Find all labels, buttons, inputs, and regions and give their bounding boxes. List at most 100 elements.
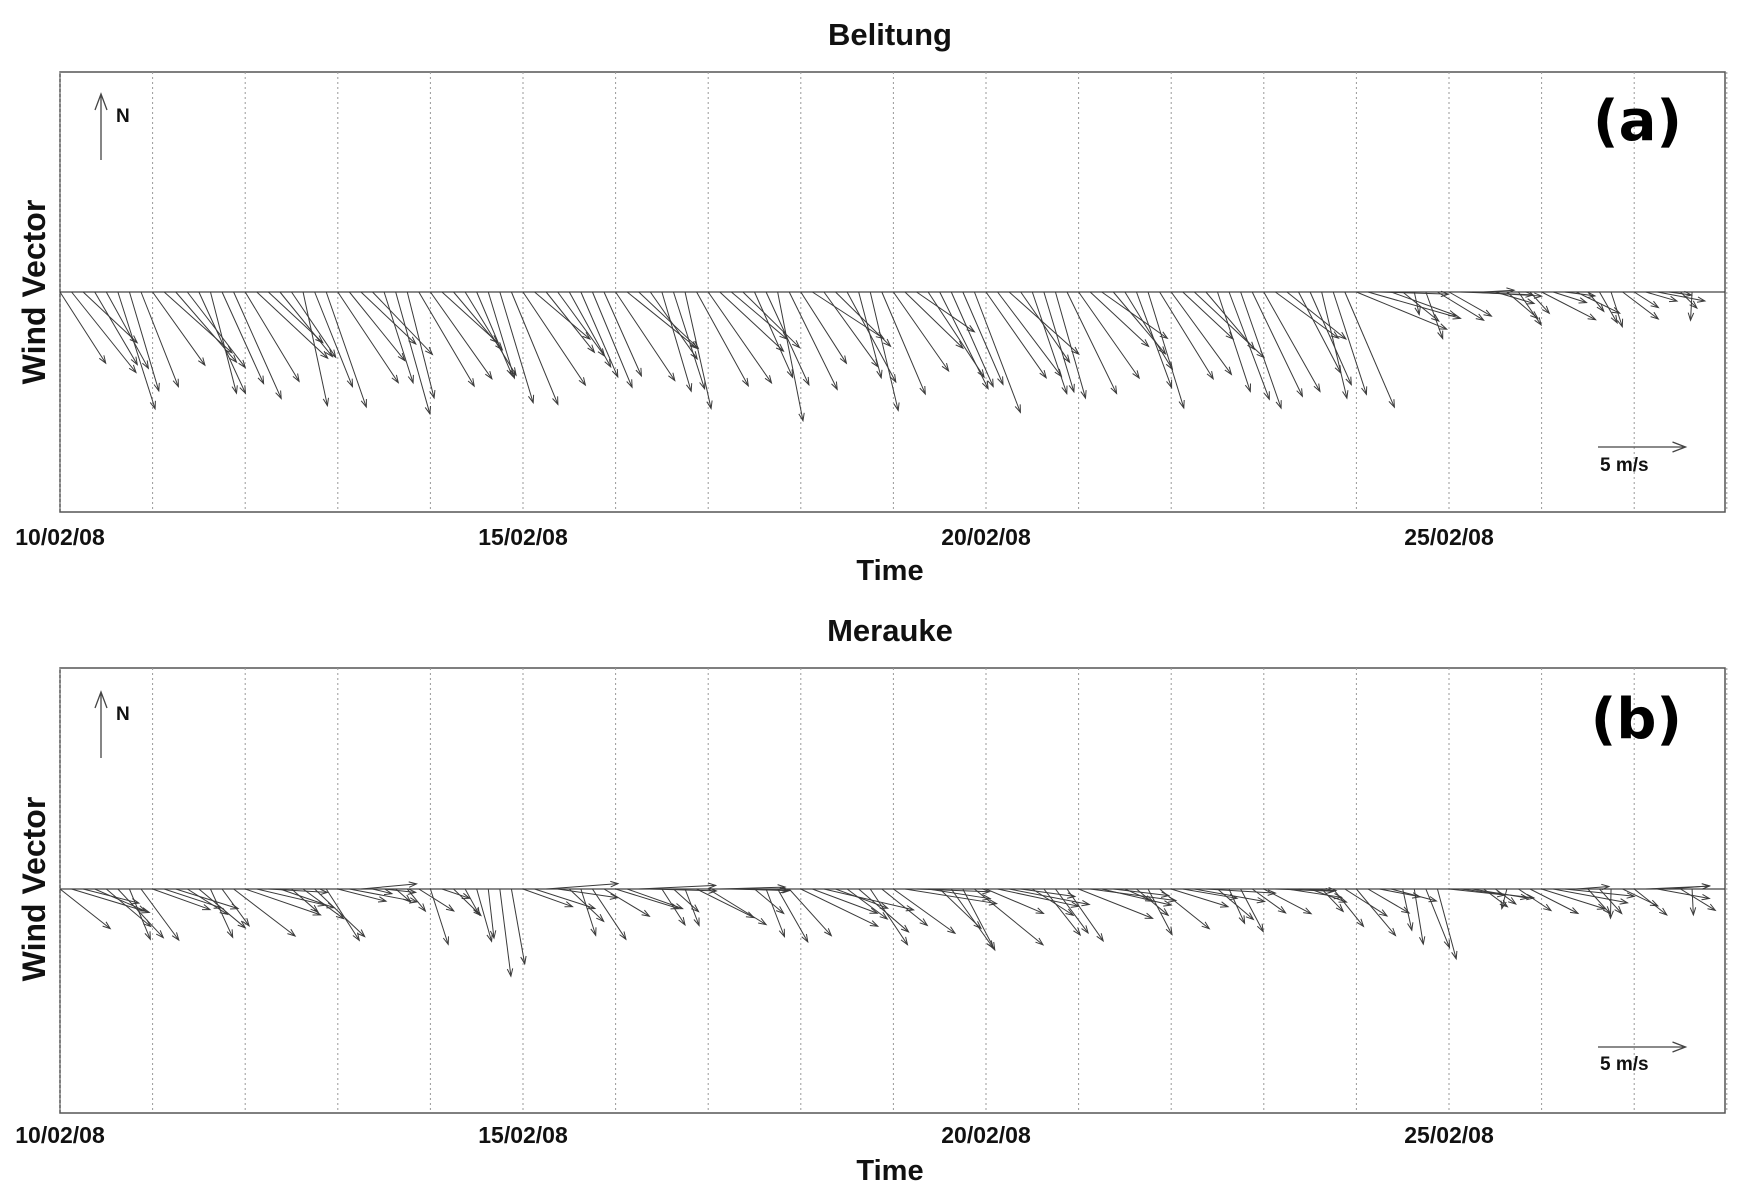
wind-vector-head [1687,312,1695,322]
wind-vector [534,291,591,340]
wind-vector [1031,291,1068,394]
wind-vector-head [1338,331,1348,340]
x-tick-label: 15/02/08 [478,1122,568,1148]
wind-vector-head [1696,296,1707,303]
wind-vector [1228,888,1246,924]
wind-vector-head [391,374,400,384]
wind-vector [1472,291,1542,297]
wind-vector [719,291,784,352]
wind-vector-head [1141,339,1150,348]
wind-vector-head [879,912,889,920]
wind-vector [684,291,712,409]
wind-vector [731,291,788,340]
wind-vector-head [1263,391,1270,401]
wind-vector [788,888,832,937]
wind-vector-head [1451,950,1458,961]
wind-vector [580,291,619,378]
wind-vector-head [1160,891,1171,898]
wind-vector-head [319,888,329,896]
wind-vector [314,888,366,938]
wind-vector [1541,888,1605,910]
wind-vector [1690,291,1693,321]
wind-vector [985,291,1047,379]
wind-vector [1321,888,1344,912]
wind-vector [788,291,838,390]
wind-vector-head [1035,907,1045,914]
wind-vector [1332,291,1367,395]
wind-vector-head [397,352,406,362]
wind-vector [314,291,353,387]
wind-vector [1668,291,1692,296]
wind-vector-head [596,913,605,923]
wind-vector [1483,888,1508,908]
wind-vector [383,291,414,383]
wind-vector [1402,291,1440,322]
wind-vector [1205,888,1276,894]
wind-vector [1171,888,1229,908]
wind-vector-head [693,917,700,927]
wind-vector-head [467,378,475,388]
wind-vector [291,291,337,358]
wind-vector [1680,888,1716,911]
wind-vector-head [699,380,706,391]
north-arrow [94,690,108,758]
wind-vector [1321,291,1348,399]
wind-vector [1251,291,1303,397]
wind-vector [742,291,800,348]
wind-vector-head [981,888,991,895]
wind-vector-head [798,412,805,423]
wind-vector [650,888,717,892]
wind-vector [1217,291,1251,392]
wind-vector-head [590,927,597,937]
wind-vector [1286,291,1347,340]
wind-vector [1101,291,1168,339]
wind-vector [1194,888,1265,903]
x-tick-label: 20/02/08 [941,524,1031,550]
wind-vector-head [1534,317,1543,327]
wind-vector-head [489,930,497,940]
wind-vector [59,888,111,929]
wind-vector [1251,888,1286,914]
wind-vector [580,888,597,936]
wind-vector [1356,291,1447,330]
wind-vector-head [128,364,137,374]
wind-vector-head [741,377,750,388]
wind-vector-head [1080,390,1087,400]
wind-vector-head [1610,314,1618,325]
wind-vector [719,886,786,890]
wind-vector-head [801,933,809,944]
wind-vector [302,291,328,406]
wind-vector [997,888,1079,907]
wind-vector [858,291,882,378]
x-tick-label: 10/02/08 [15,1122,105,1148]
wind-vector-head [1267,889,1277,896]
wind-vector [1553,888,1628,904]
wind-vector-head [1275,400,1282,410]
wind-vector-head [707,882,718,889]
wind-vector-head [982,894,992,901]
wind-vector-head [900,924,910,933]
wind-vector [557,888,618,899]
wind-vector-head [1178,399,1185,410]
wind-vector-head [686,383,693,393]
wind-vector [71,291,137,373]
wind-vector-head [461,892,471,899]
wind-vector [163,291,233,354]
wind-vector [1159,888,1210,930]
wind-vector-head [955,340,965,350]
wind-vector-head [407,374,414,385]
x-axis-label: Time [856,555,923,587]
wind-vector [973,291,1021,413]
wind-vector [1228,291,1270,400]
wind-vector-head [1418,936,1426,946]
wind-vector-head [1448,310,1458,317]
wind-vector-head [1526,893,1536,901]
wind-vector-head [1569,907,1580,915]
wind-vector-head [442,936,449,946]
wind-vector-head [1224,366,1233,376]
wind-vector-head [1483,309,1493,317]
wind-vector-head [869,920,880,927]
wind-vector [1136,888,1169,916]
wind-vector [893,888,956,934]
